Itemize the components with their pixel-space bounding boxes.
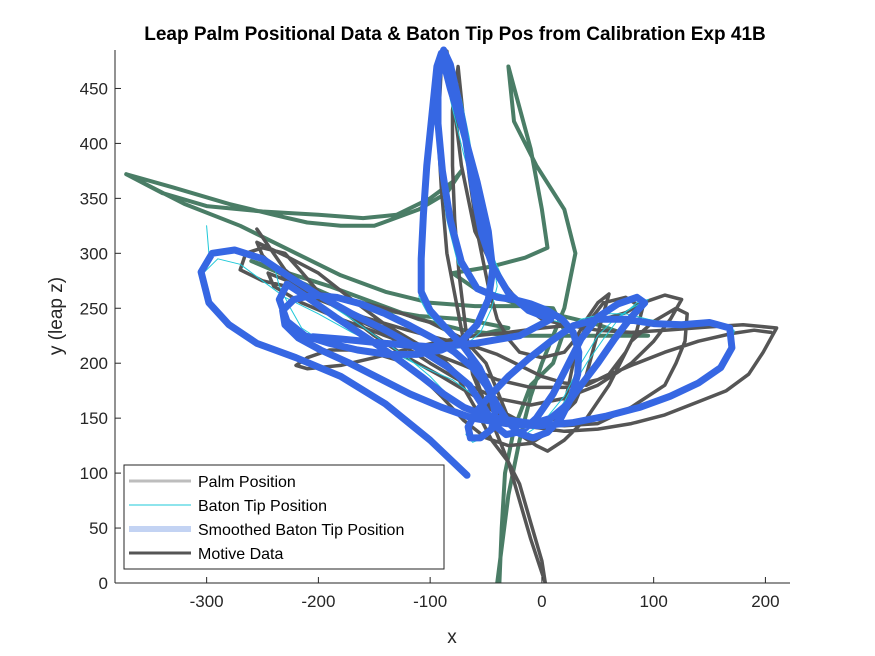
legend-label: Baton Tip Position [198,498,327,515]
x-tick-label: -200 [301,592,335,611]
series-motive-line [238,49,779,583]
legend-label: Palm Position [198,474,296,491]
chart-title: Leap Palm Positional Data & Baton Tip Po… [144,24,766,45]
y-tick-label: 100 [80,464,108,483]
x-tick-label: 200 [751,592,779,611]
y-tick-label: 200 [80,354,108,373]
y-tick-label: 0 [99,574,108,593]
y-tick-label: 250 [80,299,108,318]
series-smoothed-line [197,46,736,479]
series-layer [124,46,779,583]
x-tick-label: -300 [190,592,224,611]
y-tick-label: 150 [80,409,108,428]
legend-label: Motive Data [198,546,283,563]
x-tick-label: 100 [639,592,667,611]
y-tick-label: 300 [80,244,108,263]
x-tick-label: 0 [537,592,546,611]
y-tick-label: 450 [80,79,108,98]
legend-label: Smoothed Baton Tip Position [198,522,404,539]
y-tick-label: 50 [89,519,108,538]
axes: -300 -200 -100 0 100 200 0 50 100 150 200 250 300 350… [80,50,790,611]
x-tick-label: -100 [413,592,447,611]
legend: Palm Position Baton Tip Position Smoothed … [123,464,445,570]
x-axis-label: x [447,627,457,648]
y-axis-label: y (leap z) [46,277,67,355]
y-tick-label: 350 [80,189,108,208]
y-tick-label: 400 [80,134,108,153]
